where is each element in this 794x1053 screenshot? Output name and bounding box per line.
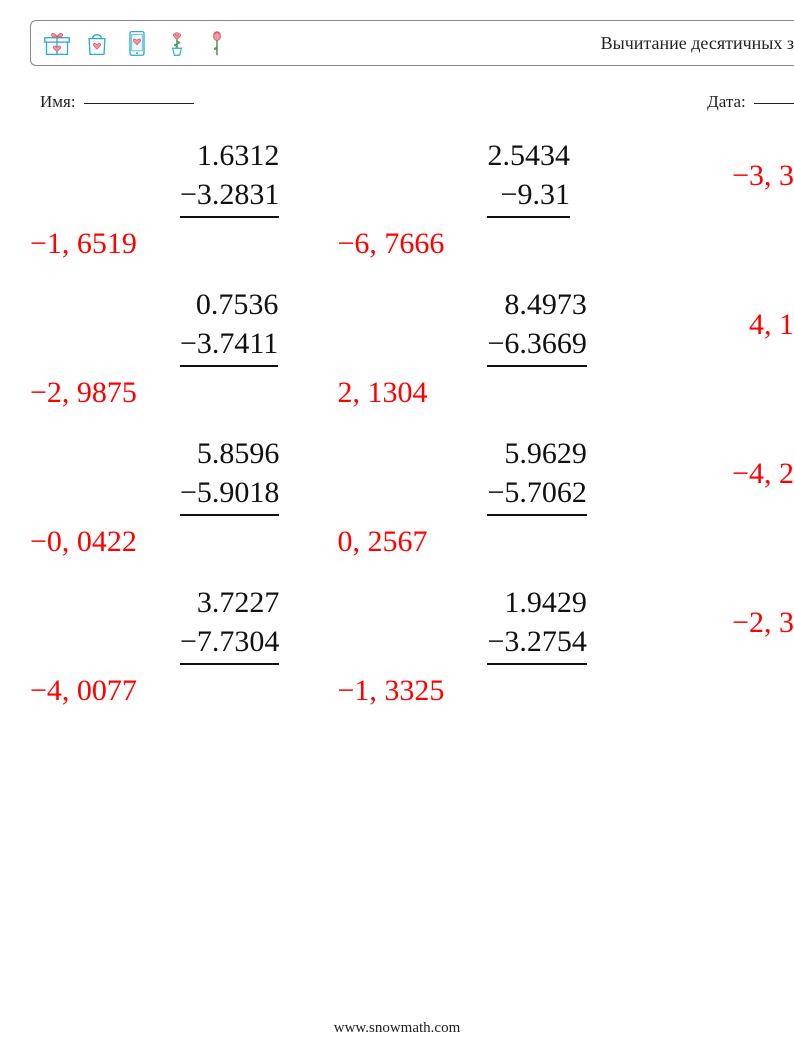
minuend: 3.7227 xyxy=(180,583,279,622)
footer-url: www.snowmath.com xyxy=(0,1020,794,1037)
problem-row: 5.8596 −5.9018 −0, 0422 5.9629 −5.7062 0… xyxy=(30,434,794,561)
problem: −3, 3 xyxy=(645,136,794,263)
answer: −4, 0077 xyxy=(30,671,337,710)
minuend: 1.9429 xyxy=(487,583,586,622)
problem: −4, 2 xyxy=(645,434,794,561)
name-label-text: Имя: xyxy=(40,92,76,111)
minuend: 1.6312 xyxy=(180,136,279,175)
minuend: 0.7536 xyxy=(180,285,278,324)
problem: 8.4973 −6.3669 2, 1304 xyxy=(337,285,644,412)
subtrahend: −3.2754 xyxy=(487,622,586,665)
problems-grid: 1.6312 −3.2831 −1, 6519 2.5434 −9.31 −6,… xyxy=(30,136,794,732)
answer: −0, 0422 xyxy=(30,522,337,561)
problem-stack: 0.7536 −3.7411 xyxy=(180,285,278,367)
name-label: Имя: xyxy=(40,92,194,112)
problem: 5.9629 −5.7062 0, 2567 xyxy=(337,434,644,561)
subtrahend: −3.2831 xyxy=(180,175,279,218)
problem: 5.8596 −5.9018 −0, 0422 xyxy=(30,434,337,561)
subtrahend: −5.9018 xyxy=(180,473,279,516)
icon-row xyxy=(43,29,231,57)
header-title: Вычитание десятичных з xyxy=(601,33,794,54)
answer: 4, 1 xyxy=(645,305,794,344)
minuend: 5.9629 xyxy=(487,434,586,473)
problem: 2.5434 −9.31 −6, 7666 xyxy=(337,136,644,263)
answer: −6, 7666 xyxy=(337,224,644,263)
problem-stack: 1.6312 −3.2831 xyxy=(180,136,279,218)
problem-stack: 5.9629 −5.7062 xyxy=(487,434,586,516)
minuend: 2.5434 xyxy=(487,136,570,175)
answer: −1, 6519 xyxy=(30,224,337,263)
bag-heart-icon xyxy=(83,29,111,57)
flower-pot-icon xyxy=(163,29,191,57)
answer: −1, 3325 xyxy=(337,671,644,710)
subtrahend: −7.7304 xyxy=(180,622,279,665)
problem-stack: 1.9429 −3.2754 xyxy=(487,583,586,665)
problem-stack: 2.5434 −9.31 xyxy=(487,136,570,218)
subtrahend: −6.3669 xyxy=(487,324,586,367)
header-bar: Вычитание десятичных з xyxy=(30,20,794,66)
date-label: Дата: xyxy=(707,92,794,112)
problem: 1.9429 −3.2754 −1, 3325 xyxy=(337,583,644,710)
rose-icon xyxy=(203,29,231,57)
problem-stack: 3.7227 −7.7304 xyxy=(180,583,279,665)
answer: −4, 2 xyxy=(645,454,794,493)
problem: 0.7536 −3.7411 −2, 9875 xyxy=(30,285,337,412)
name-blank-line xyxy=(84,103,194,104)
gift-heart-icon xyxy=(43,29,71,57)
problem: 1.6312 −3.2831 −1, 6519 xyxy=(30,136,337,263)
date-blank-line xyxy=(754,103,794,104)
answer: −2, 9875 xyxy=(30,373,337,412)
minuend: 8.4973 xyxy=(487,285,586,324)
problem-row: 1.6312 −3.2831 −1, 6519 2.5434 −9.31 −6,… xyxy=(30,136,794,263)
problem: −2, 3 xyxy=(645,583,794,710)
answer: 2, 1304 xyxy=(337,373,644,412)
answer: 0, 2567 xyxy=(337,522,644,561)
problem: 3.7227 −7.7304 −4, 0077 xyxy=(30,583,337,710)
problem-row: 0.7536 −3.7411 −2, 9875 8.4973 −6.3669 2… xyxy=(30,285,794,412)
minuend: 5.8596 xyxy=(180,434,279,473)
answer: −2, 3 xyxy=(645,603,794,642)
problem: 4, 1 xyxy=(645,285,794,412)
answer: −3, 3 xyxy=(645,156,794,195)
problem-stack: 5.8596 −5.9018 xyxy=(180,434,279,516)
subtrahend: −5.7062 xyxy=(487,473,586,516)
problem-stack: 8.4973 −6.3669 xyxy=(487,285,586,367)
phone-heart-icon xyxy=(123,29,151,57)
subtrahend: −9.31 xyxy=(487,175,570,218)
date-label-text: Дата: xyxy=(707,92,746,111)
problem-row: 3.7227 −7.7304 −4, 0077 1.9429 −3.2754 −… xyxy=(30,583,794,710)
subtrahend: −3.7411 xyxy=(180,324,278,367)
